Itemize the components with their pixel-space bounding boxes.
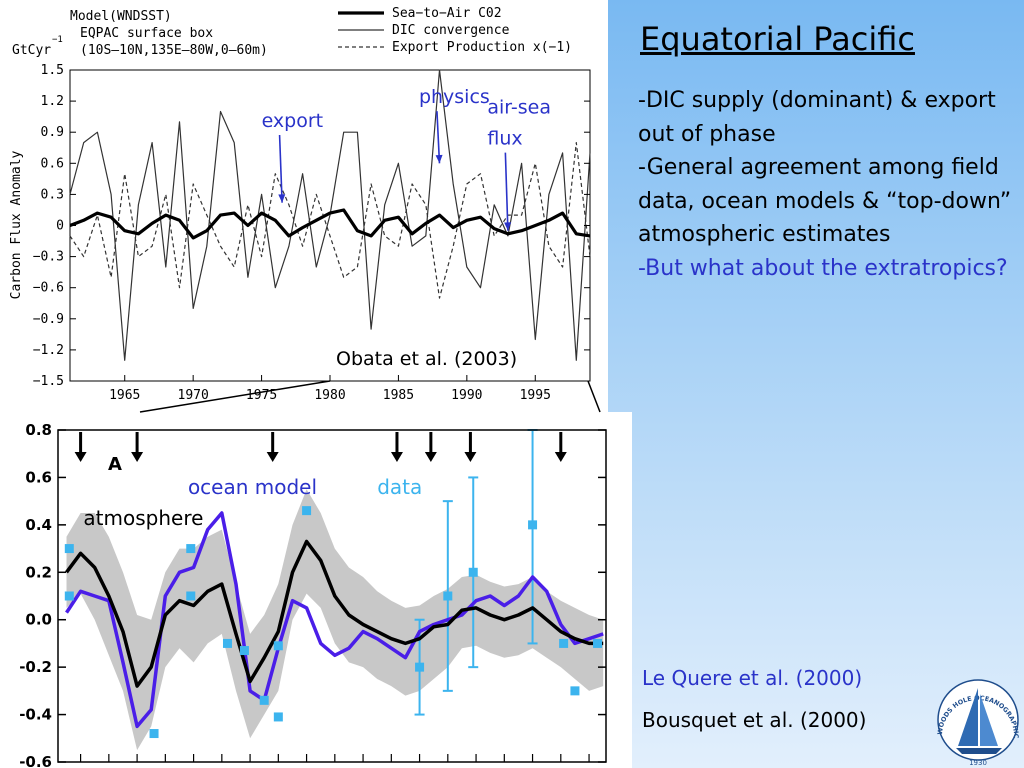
top-legend-label: Sea−to−Air C02 bbox=[392, 6, 502, 21]
data-point bbox=[273, 712, 283, 722]
logo-year: 1930 bbox=[969, 759, 987, 767]
citation-le-quere: Le Quere et al. (2000) bbox=[642, 666, 863, 690]
annotation-arrow-line bbox=[436, 111, 441, 164]
top-x-tick-label: 1970 bbox=[178, 388, 209, 403]
top-series-0 bbox=[69, 208, 591, 240]
top-x-tick-label: 1995 bbox=[520, 388, 551, 403]
event-marker-arrowhead bbox=[554, 452, 567, 462]
annotation-arrowhead bbox=[435, 154, 443, 164]
label-ocean-model: ocean model bbox=[188, 475, 317, 499]
top-x-tick-label: 1990 bbox=[451, 388, 482, 403]
top-x-tick-label: 1965 bbox=[109, 388, 140, 403]
data-point bbox=[415, 662, 425, 672]
top-x-tick-label: 1985 bbox=[383, 388, 414, 403]
units-exponent: −1 bbox=[52, 35, 63, 45]
data-point bbox=[302, 506, 312, 516]
label-data: data bbox=[377, 475, 422, 499]
logo-sail-left bbox=[958, 688, 978, 746]
top-legend-label: DIC convergence bbox=[392, 23, 510, 38]
top-y-tick-label: 1.5 bbox=[41, 63, 64, 78]
data-point bbox=[222, 638, 232, 648]
data-point bbox=[239, 646, 249, 656]
top-y-tick-label: −1.5 bbox=[33, 374, 64, 389]
annotation-flux: flux bbox=[487, 128, 522, 150]
source-label-bg bbox=[330, 342, 570, 372]
obata-flux-chart: Model(WNDSST) EQPAC surface box (10S–10N… bbox=[9, 6, 591, 403]
slide-title: Equatorial Pacific bbox=[640, 20, 915, 58]
top-x-tick-label: 1975 bbox=[246, 388, 277, 403]
top-y-tick-label: −0.6 bbox=[33, 281, 64, 296]
data-point bbox=[64, 544, 74, 554]
logo-hull bbox=[956, 748, 1002, 754]
event-marker-arrowhead bbox=[424, 452, 437, 462]
top-y-tick-label: −0.9 bbox=[33, 312, 64, 327]
obata-chart-panel: Model(WNDSST) EQPAC surface box (10S–10N… bbox=[0, 0, 608, 412]
model-name: Model(WNDSST) bbox=[70, 9, 172, 24]
event-marker-arrowhead bbox=[464, 452, 477, 462]
data-point bbox=[570, 686, 580, 696]
event-marker-arrowhead bbox=[74, 452, 87, 462]
lequere-chart-panel: -0.6 -0.4 -0.2 0.0 0.2 0.4 0.6 0.8 A atmosphere… bbox=[0, 412, 632, 768]
data-point bbox=[468, 567, 478, 577]
top-series-2 bbox=[69, 142, 591, 299]
top-y-tick-label: −0.3 bbox=[33, 250, 64, 265]
bottom-plot-frame bbox=[57, 429, 607, 763]
obata-source-label: Obata et al. (2003) bbox=[336, 348, 517, 370]
data-point bbox=[273, 641, 283, 651]
bottom-y-tick-label: -0.2 bbox=[19, 658, 52, 676]
citation-bousquet: Bousquet et al. (2000) bbox=[642, 708, 867, 732]
bottom-y-tick-label: 0.0 bbox=[25, 611, 52, 629]
annotation-physics: physics bbox=[419, 86, 490, 108]
atmosphere-uncertainty-band bbox=[66, 489, 604, 751]
top-y-tick-label: 0.9 bbox=[41, 125, 64, 140]
data-point bbox=[443, 591, 453, 601]
units-label: GtCyr bbox=[12, 43, 51, 58]
event-marker-arrowhead bbox=[266, 452, 279, 462]
panel-label: A bbox=[108, 454, 122, 475]
top-y-axis-label: Carbon Flux Anomaly bbox=[9, 150, 24, 299]
logo-sail-right bbox=[980, 694, 998, 746]
data-point bbox=[559, 638, 569, 648]
region-bounds: (10S–10N,135E–80W,0–60m) bbox=[80, 43, 268, 58]
event-marker-arrowhead bbox=[390, 452, 403, 462]
bottom-y-tick-label: 0.6 bbox=[25, 468, 52, 486]
annotation-arrow-line bbox=[504, 152, 509, 231]
data-point bbox=[149, 729, 159, 739]
whoi-logo: WOODS HOLE OCEANOGRAPHIC INSTITUTION 193… bbox=[928, 670, 1020, 767]
top-y-tick-label: 1.2 bbox=[41, 94, 64, 109]
top-legend-label: Export Production x(−1) bbox=[392, 40, 572, 55]
top-x-tick-label: 1980 bbox=[314, 388, 345, 403]
bullet-extratropics: -But what about the extratropics? bbox=[638, 255, 1008, 281]
top-y-tick-label: 0.3 bbox=[41, 187, 64, 202]
top-y-tick-label: 0.6 bbox=[41, 156, 64, 171]
annotation-arrowhead bbox=[504, 222, 512, 231]
bottom-y-tick-label: 0.8 bbox=[25, 421, 52, 439]
bottom-y-tick-label: 0.4 bbox=[25, 516, 52, 534]
annotation-arrowhead bbox=[278, 194, 286, 203]
label-atmosphere: atmosphere bbox=[83, 506, 203, 530]
bullet-dic-supply: -DIC supply (dominant) & export out of p… bbox=[638, 88, 996, 147]
region-name: EQPAC surface box bbox=[80, 26, 213, 41]
top-y-tick-label: −1.2 bbox=[33, 343, 64, 358]
data-point bbox=[64, 591, 74, 601]
annotation-air-sea: air-sea bbox=[487, 97, 551, 119]
bottom-y-tick-label: -0.6 bbox=[19, 753, 52, 768]
data-point bbox=[186, 591, 196, 601]
data-point bbox=[593, 638, 603, 648]
annotation-export: export bbox=[262, 110, 324, 132]
bullet-list: -DIC supply (dominant) & export out of p… bbox=[638, 84, 1018, 285]
event-marker-arrowhead bbox=[131, 452, 144, 462]
data-point bbox=[259, 695, 269, 705]
annotation-arrow-line bbox=[278, 134, 283, 203]
lequere-bousquet-chart: -0.6 -0.4 -0.2 0.0 0.2 0.4 0.6 0.8 A atmosphere… bbox=[19, 421, 607, 768]
top-y-tick-label: 0 bbox=[56, 219, 64, 234]
bottom-y-tick-label: 0.2 bbox=[25, 563, 52, 581]
ocean-model-series-line bbox=[65, 511, 604, 729]
bottom-y-tick-label: -0.4 bbox=[19, 706, 52, 724]
bullet-general-agreement: -General agreement among field data, oce… bbox=[638, 155, 1012, 247]
atmosphere-series-line bbox=[65, 539, 604, 688]
data-point bbox=[186, 544, 196, 554]
top-series-1 bbox=[69, 69, 591, 361]
data-point bbox=[528, 520, 538, 530]
